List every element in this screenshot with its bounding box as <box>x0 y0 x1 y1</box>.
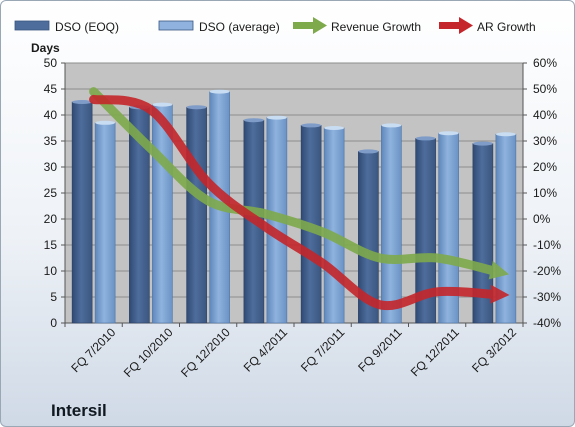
y-axis-label: Days <box>31 41 60 55</box>
y-tick-label: 40 <box>44 108 58 122</box>
bar-dso-average <box>381 125 402 324</box>
legend-arrow-head <box>459 17 473 34</box>
bar-dso-eoq-cap <box>472 141 493 146</box>
legend-swatch <box>14 20 50 31</box>
y2-tick-label: -20% <box>533 264 561 278</box>
legend-label: Revenue Growth <box>331 20 421 34</box>
bar-dso-eoq-cap <box>186 105 207 110</box>
y-tick-label: 30 <box>44 160 58 174</box>
bar-dso-average-cap <box>95 120 116 125</box>
y-tick-label: 25 <box>44 186 58 200</box>
y-tick-label: 15 <box>44 238 58 252</box>
legend: DSO (EOQ) DSO (average) Revenue Growth AR G… <box>14 17 536 34</box>
x-tick-label: FQ 12/2011 <box>408 325 462 379</box>
x-tick-label: FQ 9/2011 <box>355 325 405 375</box>
x-tick-label: FQ 4/2011 <box>241 325 291 375</box>
company-name: Intersil <box>51 401 107 420</box>
legend-label: DSO (EOQ) <box>55 20 119 34</box>
x-tick-label: FQ 7/2010 <box>68 325 118 375</box>
bar-dso-average-cap <box>438 131 459 136</box>
y2-tick-label: 0% <box>533 212 551 226</box>
x-tick-label: FQ 7/2011 <box>298 325 348 375</box>
bar-dso-average-cap <box>266 115 287 120</box>
line-revenue-growth <box>89 87 510 280</box>
bar-dso-average-cap <box>324 126 345 130</box>
legend-label: AR Growth <box>477 20 536 34</box>
y-tick-label: 5 <box>50 290 57 304</box>
bar-dso-eoq-cap <box>301 123 322 128</box>
y2-tick-label: 40% <box>533 108 557 122</box>
bar-dso-eoq-cap <box>415 136 436 141</box>
y2-tick-label: 50% <box>533 82 557 96</box>
line-ar-growth <box>89 94 510 311</box>
bar-dso-average <box>94 122 116 324</box>
x-tick-label: FQ 10/2010 <box>121 325 176 380</box>
y-tick-label: 35 <box>44 134 58 148</box>
y-tick-label: 10 <box>44 264 58 278</box>
y-tick-label: 45 <box>44 82 58 96</box>
y-tick-label: 20 <box>44 212 58 226</box>
bar-dso-eoq-cap <box>243 118 264 123</box>
y2-tick-label: -30% <box>533 290 561 304</box>
bar-dso-eoq <box>186 106 207 324</box>
legend-swatch <box>158 20 194 31</box>
y2-tick-label: -40% <box>533 316 561 330</box>
bar-dso-average-cap <box>381 123 402 128</box>
y2-tick-label: 20% <box>533 160 557 174</box>
y-tick-label: 50 <box>44 56 58 70</box>
bar-dso-eoq-cap <box>72 100 93 104</box>
y2-tick-label: 60% <box>533 56 557 70</box>
bar-dso-average-cap <box>152 102 173 107</box>
legend-arrow-head <box>313 17 327 34</box>
legend-label: DSO (average) <box>199 20 280 34</box>
y-tick-label: 0 <box>50 316 57 330</box>
y2-tick-label: 30% <box>533 134 557 148</box>
y2-tick-label: 10% <box>533 186 557 200</box>
bar-dso-average <box>323 127 345 324</box>
bar-dso-eoq-cap <box>358 149 379 154</box>
bar-dso-average-cap <box>209 89 230 94</box>
x-tick-label: FQ 12/2010 <box>178 325 233 380</box>
x-tick-label: FQ 3/2012 <box>469 325 519 375</box>
bar-dso-average-cap <box>495 132 516 137</box>
y2-tick-label: -10% <box>533 238 561 252</box>
bar-dso-eoq <box>71 101 93 324</box>
